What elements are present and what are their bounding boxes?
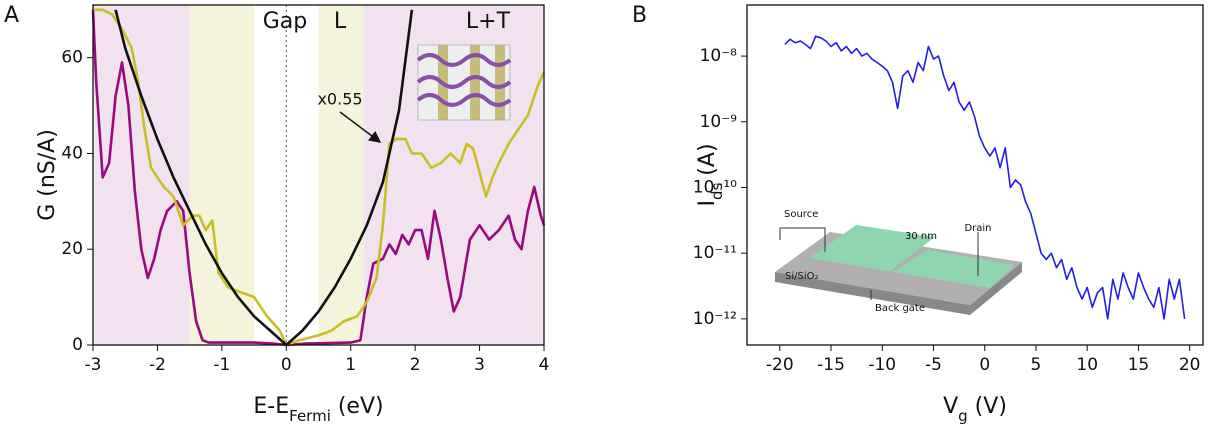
- lattice-wave: [416, 93, 512, 107]
- y-tick-label: 10⁻¹²: [693, 309, 737, 329]
- y-tick-label: 10⁻⁹: [700, 112, 738, 132]
- x-tick-label: 0: [979, 355, 990, 375]
- data-line: [784, 35, 1186, 320]
- annotation-arrow: [339, 111, 382, 143]
- y-tick-label: 40: [61, 143, 83, 163]
- region-label: L+T: [466, 9, 511, 34]
- y-tick-label: 0: [72, 335, 83, 355]
- plot-frame: [92, 4, 545, 346]
- x-axis-label-part: E-E: [253, 394, 289, 419]
- x-tick-label: 4: [539, 355, 550, 375]
- data-line: [93, 8, 546, 347]
- region-label: Gap: [263, 9, 308, 34]
- lattice-inset: [416, 44, 512, 121]
- drain-pad: [893, 250, 1015, 288]
- source-pad: [810, 225, 935, 271]
- lattice-wave: [416, 75, 512, 89]
- x-tick-label: -20: [766, 355, 794, 375]
- y-axis-label-part: (A): [695, 143, 720, 182]
- inset-label: 30 nm: [905, 231, 937, 242]
- x-tick-label: -1: [213, 355, 230, 375]
- x-tick-label: 5: [1031, 355, 1042, 375]
- region: [318, 5, 364, 345]
- x-tick-label: 15: [1128, 355, 1150, 375]
- y-axis-label-part: I: [695, 200, 720, 207]
- annotation: x0.55: [317, 90, 362, 109]
- x-tick-label: -5: [925, 355, 942, 375]
- y-axis-label: Ids (A): [695, 143, 726, 206]
- x-tick-label: 20: [1179, 355, 1201, 375]
- region: [189, 5, 255, 345]
- x-tick-label: 2: [410, 355, 421, 375]
- plot-frame: [746, 4, 1204, 346]
- y-axis-label-part: ds: [708, 183, 726, 201]
- x-tick-label: -10: [868, 355, 896, 375]
- x-tick-label: 0: [281, 355, 292, 375]
- y-tick-label: 10⁻¹¹: [693, 243, 737, 263]
- panel-label: A: [4, 3, 19, 28]
- x-axis-label-part: Fermi: [289, 407, 331, 425]
- device-side: [775, 262, 1022, 315]
- inset-label: Back gate: [875, 303, 925, 314]
- x-axis-label-part: (eV): [331, 394, 384, 419]
- lattice-strip: [470, 45, 480, 120]
- x-tick-label: -3: [85, 355, 102, 375]
- inset-label: Drain: [964, 223, 991, 234]
- lattice-wave: [416, 53, 512, 67]
- x-tick-label: -2: [149, 355, 166, 375]
- x-axis-label: Vg (V): [943, 394, 1007, 425]
- y-tick-label: 10⁻⁸: [700, 46, 738, 66]
- region-label: L: [334, 9, 347, 34]
- y-tick-label: 20: [61, 239, 83, 259]
- device-inset: Source 30 nm Drain Si/SiO₂ Back gate: [775, 209, 1022, 315]
- x-axis-label-part: V: [943, 394, 958, 419]
- x-axis-label: E-EFermi (eV): [253, 394, 383, 425]
- x-tick-label: 3: [474, 355, 485, 375]
- y-axis-label-part: G (nS/A): [35, 129, 60, 221]
- data-line: [91, 9, 546, 347]
- panel-label: B: [632, 3, 647, 28]
- x-axis-label-part: g: [958, 407, 968, 425]
- data-line: [114, 9, 414, 347]
- y-tick-label: 10⁻¹⁰: [693, 177, 737, 197]
- x-axis-label-part: (V): [968, 394, 1007, 419]
- lattice-strip: [495, 45, 505, 120]
- x-tick-label: 1: [345, 355, 356, 375]
- inset-label: Source: [784, 209, 818, 220]
- x-tick-label: -15: [817, 355, 845, 375]
- y-tick-label: 60: [61, 48, 83, 68]
- x-tick-label: 10: [1076, 355, 1098, 375]
- inset-label: Si/SiO₂: [785, 271, 819, 282]
- y-axis-label: G (nS/A): [35, 129, 60, 221]
- source-wire: [779, 227, 826, 252]
